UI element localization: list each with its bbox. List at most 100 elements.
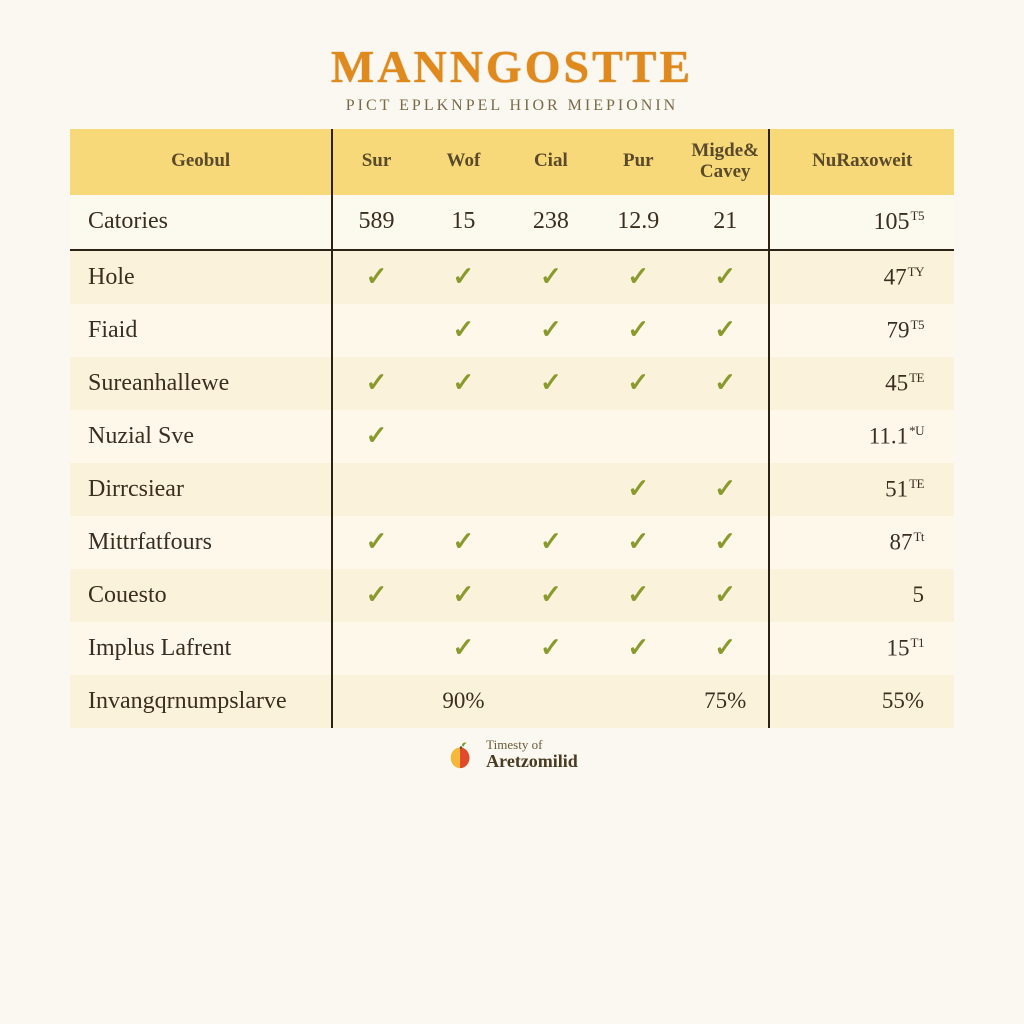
col-header: Geobul: [70, 129, 332, 195]
check-cell: ✓: [682, 622, 769, 675]
end-value: 105T5: [769, 195, 954, 250]
row-label: Implus Lafrent: [70, 622, 332, 675]
col-header: Sur: [332, 129, 419, 195]
check-cell: [507, 410, 594, 463]
row-label: Mittrfatfours: [70, 516, 332, 569]
row-label: Couesto: [70, 569, 332, 622]
row-label: Sureanhallewe: [70, 357, 332, 410]
col-header: Migde& Cavey: [682, 129, 769, 195]
check-icon: ✓: [540, 635, 562, 661]
row-label: Hole: [70, 250, 332, 304]
col-header: Cial: [507, 129, 594, 195]
check-cell: [595, 410, 682, 463]
row-label: Invangqrnumpslarve: [70, 675, 332, 728]
check-cell: ✓: [595, 569, 682, 622]
check-icon: ✓: [453, 264, 475, 290]
page-title: MANNGOSTTE: [70, 40, 954, 93]
table-row: Nuzial Sve ✓ 11.1*U: [70, 410, 954, 463]
check-icon: ✓: [366, 423, 388, 449]
check-icon: ✓: [714, 476, 736, 502]
check-cell: ✓: [507, 516, 594, 569]
check-cell: ✓: [682, 357, 769, 410]
table-head: Geobul Sur Wof Cial Pur Migde& Cavey NuR…: [70, 129, 954, 195]
row-label: Fiaid: [70, 304, 332, 357]
page-root: MANNGOSTTE PICT EPLKNPEL HIOR MIEPIONIN …: [0, 0, 1024, 1024]
table-row: Mittrfatfours✓✓✓✓✓87Tt: [70, 516, 954, 569]
check-cell: ✓: [682, 516, 769, 569]
check-cell: ✓: [332, 410, 419, 463]
check-cell: ✓: [507, 304, 594, 357]
check-icon: ✓: [714, 264, 736, 290]
check-cell: ✓: [332, 569, 419, 622]
check-cell: ✓: [420, 304, 507, 357]
table-row: Sureanhallewe✓✓✓✓✓45TE: [70, 357, 954, 410]
table-row: Dirrcsiear✓✓51TE: [70, 463, 954, 516]
check-icon: ✓: [627, 264, 649, 290]
check-icon: ✓: [453, 370, 475, 396]
value-cell: 12.9: [595, 195, 682, 250]
check-icon: ✓: [453, 317, 475, 343]
check-icon: ✓: [453, 635, 475, 661]
end-value: 79T5: [769, 304, 954, 357]
check-cell: ✓: [420, 357, 507, 410]
fruit-icon: [446, 740, 476, 770]
check-icon: ✓: [453, 529, 475, 555]
check-icon: ✓: [366, 264, 388, 290]
check-cell: ✓: [420, 569, 507, 622]
check-icon: ✓: [714, 582, 736, 608]
check-cell: ✓: [595, 516, 682, 569]
footer-text: Timesty of Aretzomilid: [486, 738, 578, 772]
check-icon: ✓: [453, 582, 475, 608]
check-cell: [507, 463, 594, 516]
check-icon: ✓: [627, 529, 649, 555]
value-cell: 15: [420, 195, 507, 250]
check-cell: [420, 410, 507, 463]
title-block: MANNGOSTTE PICT EPLKNPEL HIOR MIEPIONIN: [70, 40, 954, 115]
end-value: 11.1*U: [769, 410, 954, 463]
check-cell: ✓: [595, 357, 682, 410]
end-value: 55%: [769, 675, 954, 728]
value-cell: 75%: [682, 675, 769, 728]
check-cell: ✓: [682, 304, 769, 357]
check-cell: ✓: [332, 357, 419, 410]
check-icon: ✓: [540, 317, 562, 343]
check-cell: ✓: [507, 250, 594, 304]
page-subtitle: PICT EPLKNPEL HIOR MIEPIONIN: [70, 97, 954, 115]
row-label: Catories: [70, 195, 332, 250]
check-cell: ✓: [595, 622, 682, 675]
check-icon: ✓: [366, 529, 388, 555]
check-icon: ✓: [627, 635, 649, 661]
check-cell: ✓: [332, 250, 419, 304]
table-row: Hole ✓ ✓ ✓ ✓ ✓ 47TY: [70, 250, 954, 304]
end-value: 47TY: [769, 250, 954, 304]
check-icon: ✓: [540, 370, 562, 396]
col-header: NuRaxoweit: [769, 129, 954, 195]
check-cell: ✓: [507, 569, 594, 622]
check-cell: [332, 622, 419, 675]
check-icon: ✓: [714, 635, 736, 661]
check-icon: ✓: [627, 582, 649, 608]
check-icon: ✓: [366, 370, 388, 396]
value-cell: 589: [332, 195, 419, 250]
check-icon: ✓: [714, 370, 736, 396]
check-cell: ✓: [595, 250, 682, 304]
end-value: 5: [769, 569, 954, 622]
end-value: 15T1: [769, 622, 954, 675]
footer-line1: Timesty of: [486, 738, 578, 752]
check-cell: ✓: [595, 463, 682, 516]
check-icon: ✓: [627, 370, 649, 396]
check-icon: ✓: [627, 476, 649, 502]
value-cell: 238: [507, 195, 594, 250]
check-cell: [332, 463, 419, 516]
check-cell: ✓: [420, 250, 507, 304]
check-cell: ✓: [682, 250, 769, 304]
check-icon: ✓: [366, 582, 388, 608]
check-icon: ✓: [540, 529, 562, 555]
check-cell: ✓: [595, 304, 682, 357]
check-cell: ✓: [507, 622, 594, 675]
check-icon: ✓: [714, 317, 736, 343]
row-label: Nuzial Sve: [70, 410, 332, 463]
check-cell: ✓: [332, 516, 419, 569]
table-row: Catories5891523812.921105T5: [70, 195, 954, 250]
value-cell: [507, 675, 594, 728]
